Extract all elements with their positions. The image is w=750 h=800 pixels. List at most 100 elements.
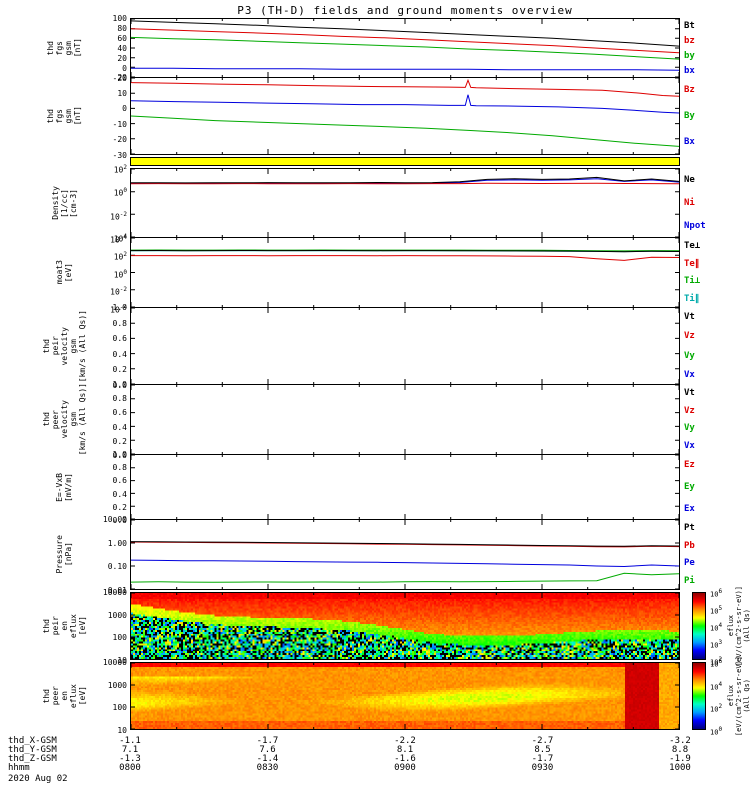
y-tick-label: 0.6 (112, 476, 127, 486)
y-tick-label: 0.4 (112, 489, 127, 499)
legend-Ti⊥: Ti⊥ (684, 276, 701, 287)
y-tick-label: 10 (117, 88, 127, 98)
y-tick-label: 0.8 (112, 394, 127, 404)
legend-Pt: Pt (684, 522, 695, 533)
y-tick-label: -30 (112, 151, 127, 160)
y-axis-label-peer-spec: thd peer en eflux [eV] (41, 683, 87, 709)
footer-row-label-y: thd_Y-GSM (8, 745, 57, 755)
footer-value: -3.2 (669, 736, 691, 746)
y-tick-label: 100 (113, 187, 127, 198)
footer-value: -1.7 (256, 736, 279, 746)
y-tick-label: 0.8 (112, 318, 127, 328)
y-tick-label: 10-4 (110, 304, 127, 315)
y-tick-label: -20 (112, 74, 127, 83)
y-tick-label: 102 (113, 164, 127, 175)
colorbar-tick-label: 103 (710, 639, 723, 650)
y-tick-label: 1.0 (112, 380, 127, 389)
y-tick-label: 0.2 (112, 502, 127, 512)
footer-value: 8.5 (534, 745, 551, 755)
y-tick-label: 1.00 (107, 538, 127, 548)
legend-Vy: Vy (684, 350, 695, 361)
y-tick-label: 1000 (107, 610, 127, 620)
panel-peer-vel (130, 384, 680, 455)
y-tick-label: 0.0 (112, 381, 127, 390)
legend-Ne: Ne (684, 174, 695, 185)
legend-Vx: Vx (684, 441, 695, 452)
legend-Ni: Ni (684, 198, 695, 208)
y-axis-label-density: Density [1/cc] [cm-3] (50, 186, 78, 220)
y-tick-label: 104 (113, 233, 127, 244)
date-label: 2020 Aug 02 (8, 774, 68, 784)
y-tick-label: 1.0 (112, 303, 127, 312)
y-tick-label: 10 (117, 656, 127, 665)
y-tick-label: 0.6 (112, 334, 127, 344)
legend-Pe: Pe (684, 558, 695, 569)
legend-Bx: Bx (684, 137, 695, 147)
y-tick-label: 10000 (102, 588, 127, 597)
panel-peir-vel (130, 307, 680, 385)
colorbar-peer-spec (692, 662, 706, 730)
y-tick-label: 1.0 (112, 450, 127, 459)
panel-density (130, 168, 680, 238)
peer-spectrogram-canvas (131, 663, 679, 729)
y-tick-label: 0.01 (107, 586, 127, 595)
y-tick-label: 20 (117, 54, 127, 63)
y-tick-label: 102 (113, 250, 127, 262)
y-tick-label: -20 (112, 135, 127, 145)
colorbar-tick-label: 105 (710, 605, 723, 616)
footer-value: 0830 (256, 763, 279, 773)
legend-bx: bx (684, 65, 695, 76)
legend-Vz: Vz (684, 331, 695, 342)
y-tick-label: 0 (122, 64, 127, 73)
legend-Vy: Vy (684, 423, 695, 434)
y-tick-label: 100 (112, 14, 127, 23)
y-tick-label: 10-4 (110, 234, 127, 245)
colorbar-tick-label: 102 (710, 656, 723, 667)
footer-value: -1.9 (669, 754, 691, 764)
y-tick-label: 10-2 (110, 210, 127, 222)
footer-value: -1.3 (119, 754, 141, 764)
colorbar-tick-label: 100 (710, 726, 723, 737)
legend-Te⊥: Te⊥ (684, 240, 701, 251)
y-tick-label: 60 (117, 34, 127, 43)
y-tick-label: 0.0 (112, 516, 127, 525)
y-tick-label: 1000 (107, 680, 127, 690)
legend-Ez: Ez (684, 460, 695, 470)
footer-value: 7.1 (121, 745, 139, 755)
y-tick-label: 0.2 (112, 436, 127, 446)
legend-bz: bz (684, 35, 695, 46)
y-tick-label: 0.4 (112, 422, 127, 432)
legend-Pb: Pb (684, 540, 695, 551)
footer-value: 7.6 (259, 745, 276, 755)
y-axis-label-peir-spec: thd peir en eflux [eV] (41, 613, 87, 639)
y-tick-label: 0.4 (112, 349, 127, 359)
legend-Ex: Ex (684, 504, 695, 514)
footer-value: -2.2 (394, 736, 416, 746)
colorbar-tick-label: 104 (710, 622, 723, 633)
colorbar-tick-label: 106 (710, 658, 723, 669)
legend-Ti∥: Ti∥ (684, 294, 700, 305)
footer-row-label-x: thd_X-GSM (8, 736, 57, 746)
legend-Ey: Ey (684, 482, 695, 492)
y-tick-label: 0 (122, 104, 127, 114)
legend-Vt: Vt (684, 387, 695, 398)
panel-efield (130, 454, 680, 520)
panel-fgs2 (130, 77, 680, 155)
y-tick-label: 100 (112, 703, 127, 713)
legend-by: by (684, 50, 695, 61)
y-tick-label: 10.00 (102, 515, 127, 524)
legend-Npot: Npot (684, 221, 706, 232)
legend-Bt: Bt (684, 20, 695, 31)
panel-pressure (130, 519, 680, 590)
footer-value: -1.1 (119, 736, 141, 746)
colorbar-tick-label: 106 (710, 588, 723, 599)
panel-peir-spec (130, 592, 680, 660)
footer-value: 1000 (669, 763, 691, 773)
y-tick-label: 0.2 (112, 365, 127, 375)
y-axis-label-pressure: Pressure [nPa] (55, 535, 73, 574)
panel-fgs1 (130, 18, 680, 78)
y-tick-label: 100 (112, 633, 127, 643)
colorbar-tick-label: 104 (710, 680, 723, 691)
legend-By: By (684, 111, 695, 121)
